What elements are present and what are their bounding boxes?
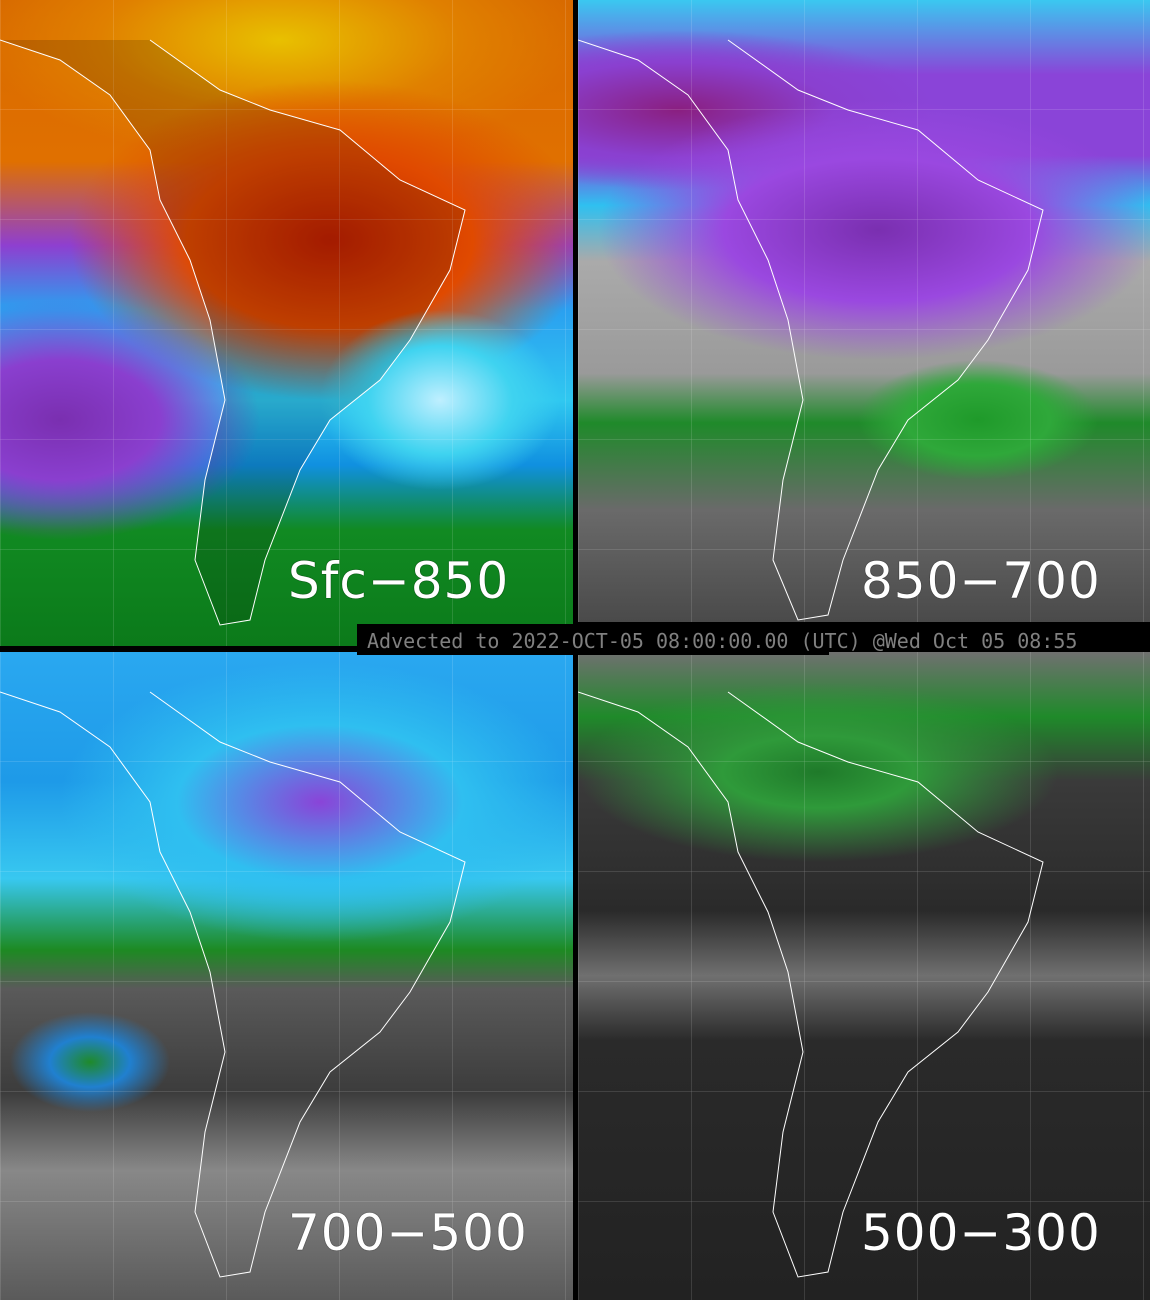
coastline-map xyxy=(0,691,466,1278)
layer-label: 700−500 xyxy=(288,1204,528,1262)
panel-850-700: 850−700 xyxy=(578,0,1150,622)
layer-label: 500−300 xyxy=(861,1204,1101,1262)
lat-lon-grid xyxy=(578,652,1150,1300)
layer-label: 850−700 xyxy=(861,552,1101,610)
coastline-map xyxy=(0,39,466,626)
lat-lon-grid xyxy=(0,0,573,646)
lat-lon-grid xyxy=(578,0,1150,622)
panel-500-300: 500−300 xyxy=(578,652,1150,1300)
coastline-map xyxy=(578,39,1044,621)
panel-sfc-850: Sfc−850 xyxy=(0,0,573,646)
panel-700-500: 700−500 xyxy=(0,652,573,1300)
caption-text: Advected to 2022-OCT-05 08:00:00.00 (UTC… xyxy=(367,629,1078,653)
lat-lon-grid xyxy=(0,652,573,1300)
layer-label: Sfc−850 xyxy=(288,552,510,610)
coastline-map xyxy=(578,691,1044,1278)
timestamp-caption: Advected to 2022-OCT-05 08:00:00.00 (UTC… xyxy=(357,624,1077,655)
